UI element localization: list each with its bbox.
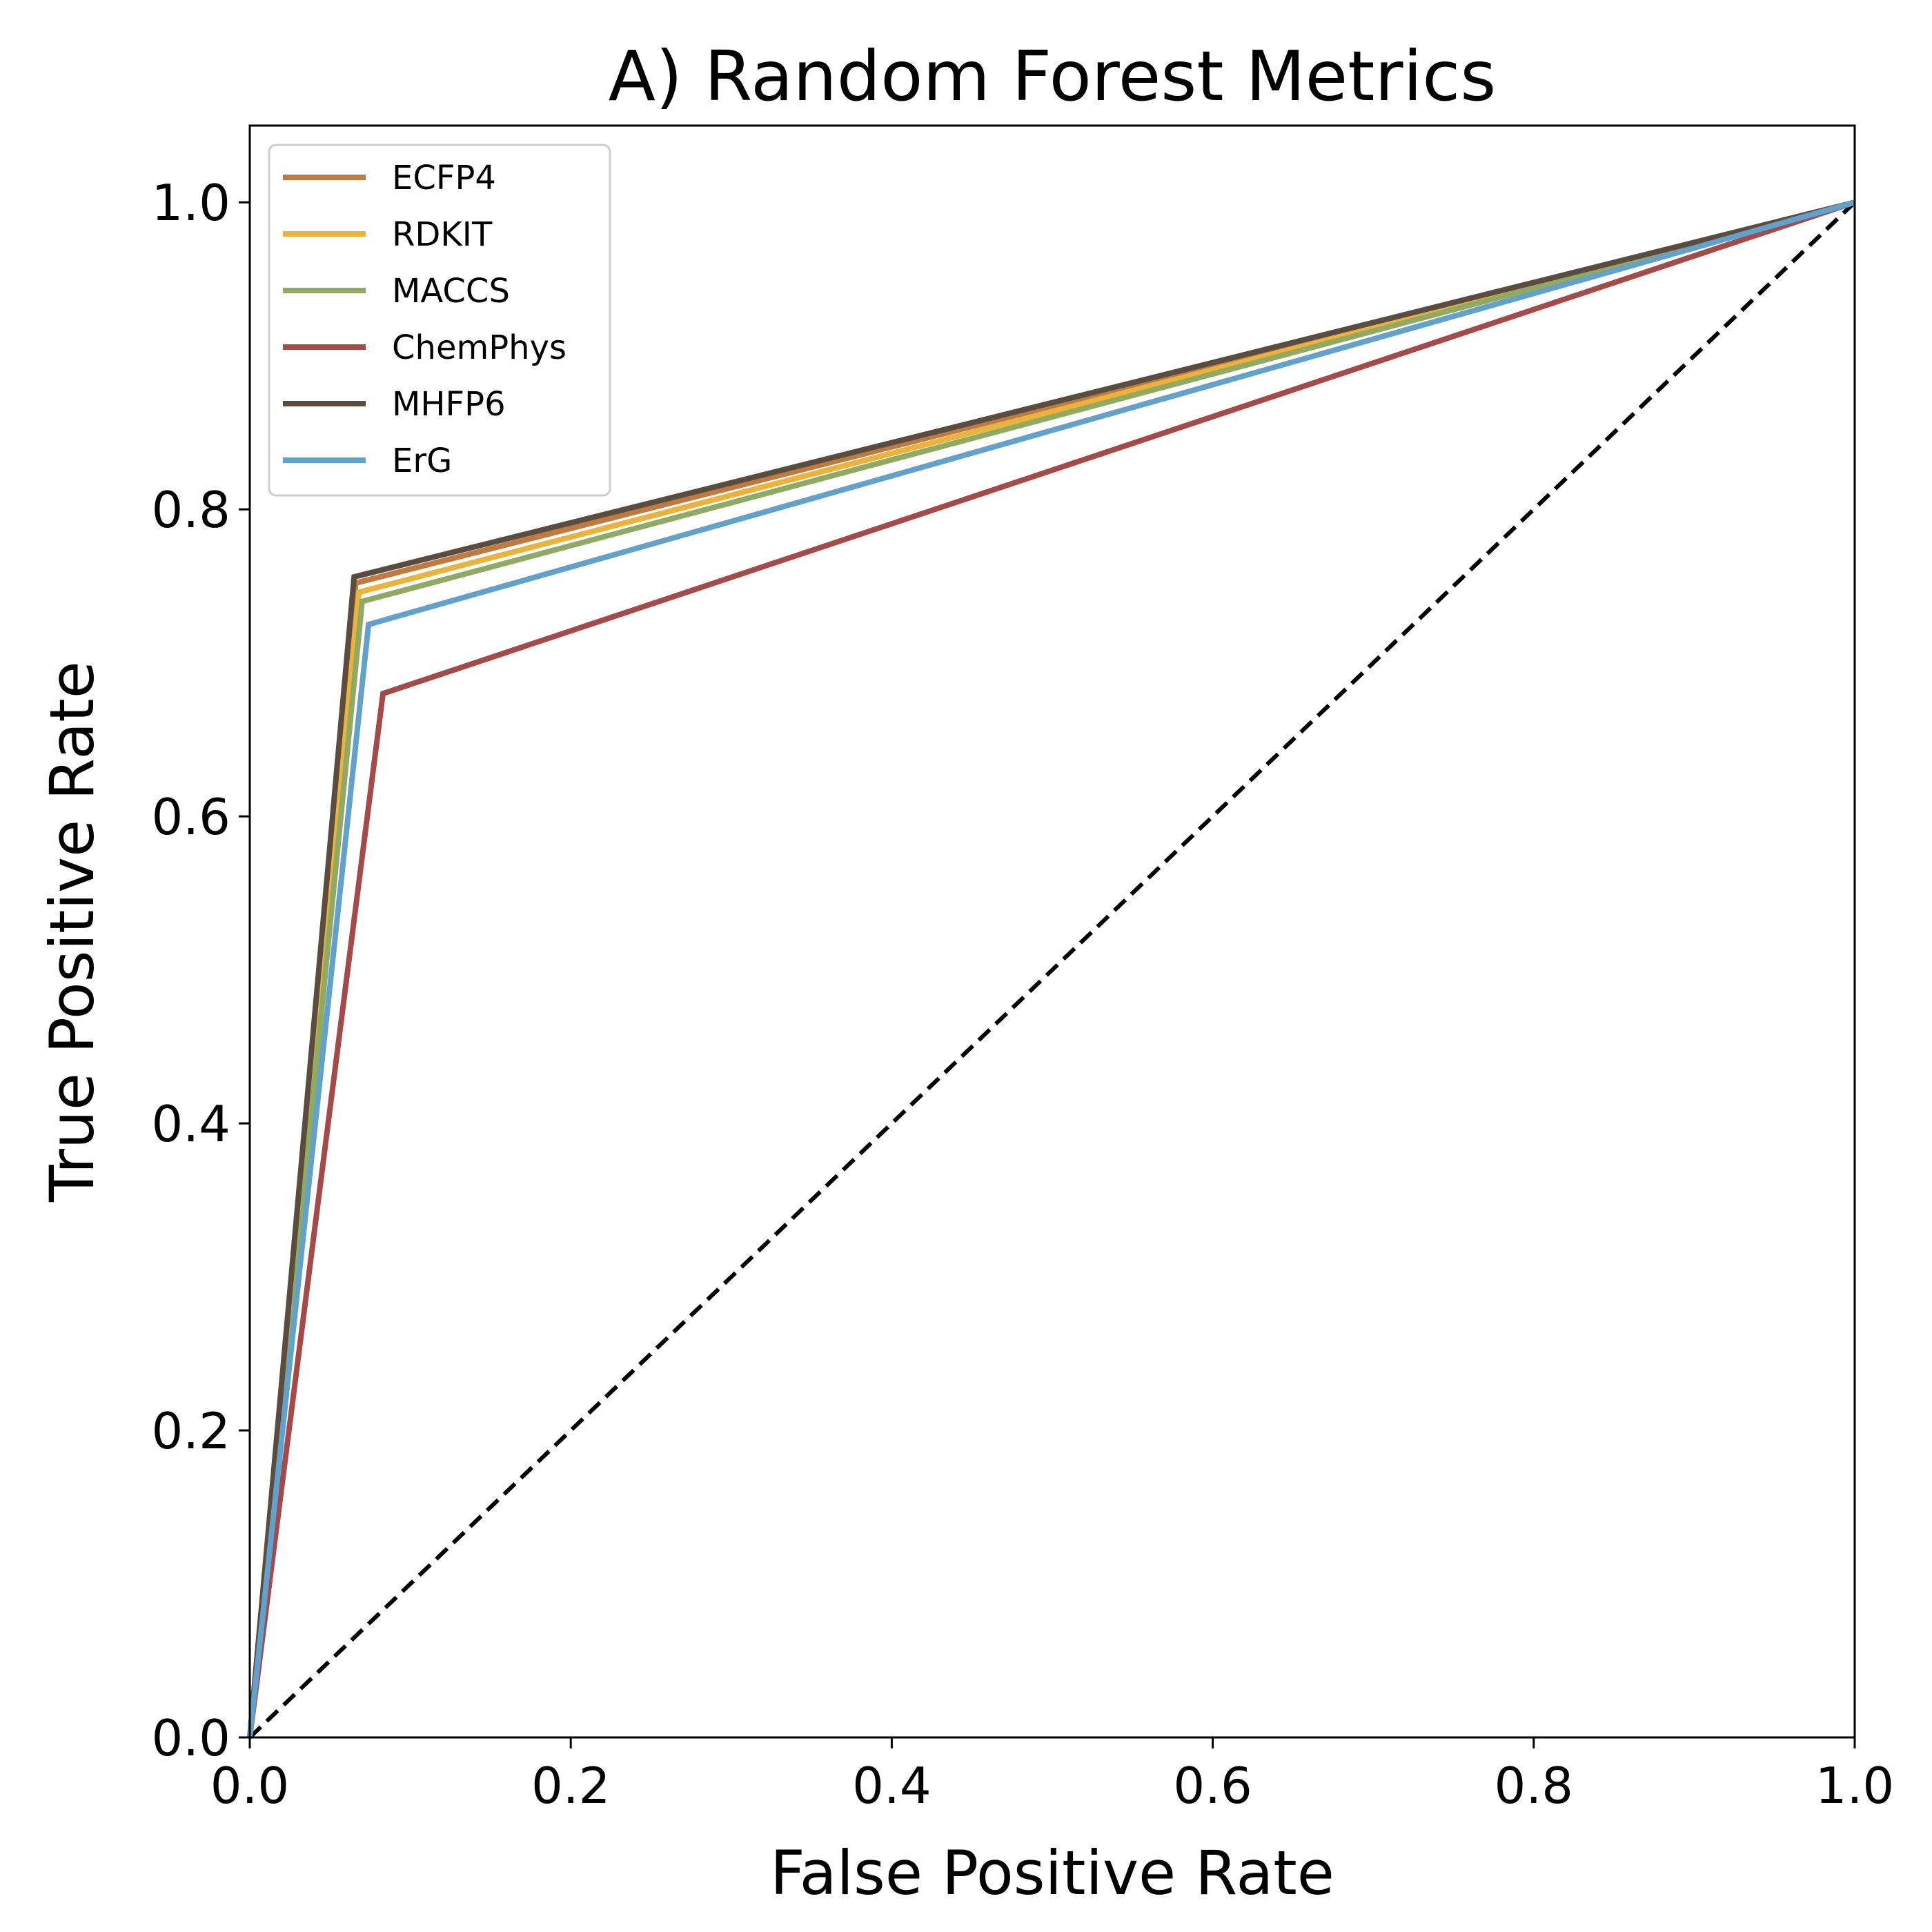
y-axis: 0.0 0.2 0.4 0.6 0.8 1.0 — [151, 174, 250, 1767]
plot-frame — [248, 124, 1856, 1739]
x-axis: 0.0 0.2 0.4 0.6 0.8 1.0 — [210, 1737, 1895, 1815]
y-tick-label: 0.8 — [151, 481, 230, 539]
y-axis-label: True Positive Rate — [37, 661, 108, 1203]
x-tick-label: 0.2 — [531, 1757, 611, 1815]
x-tick-label: 0.0 — [210, 1757, 290, 1815]
series-line-erg — [247, 199, 1856, 1738]
series-line-maccs — [247, 199, 1856, 1738]
legend-label-maccs: MACCS — [392, 272, 510, 310]
series-layer — [247, 199, 1856, 1738]
reference-layer — [248, 201, 1857, 1739]
y-tick-label: 0.4 — [151, 1095, 230, 1153]
chart-title: A) Random Forest Metrics — [609, 36, 1497, 117]
series-line-mhfp6 — [247, 199, 1855, 1738]
x-tick-label: 1.0 — [1815, 1757, 1895, 1815]
y-tick-label: 0.6 — [151, 788, 230, 846]
x-tick-label: 0.8 — [1495, 1757, 1574, 1815]
legend-label-mhfp6: MHFP6 — [392, 385, 506, 424]
legend-label-rdkit: RDKIT — [392, 215, 493, 254]
x-tick-label: 0.6 — [1173, 1757, 1252, 1815]
y-tick-label: 0.2 — [151, 1402, 230, 1460]
legend: ECFP4 RDKIT MACCS ChemPhys MHFP6 ErG — [268, 144, 611, 497]
x-axis-label: False Positive Rate — [770, 1837, 1334, 1909]
y-tick-label: 0.0 — [151, 1709, 230, 1767]
legend-label-chemphys: ChemPhys — [392, 328, 566, 367]
legend-label-ecfp4: ECFP4 — [392, 159, 496, 197]
legend-label-erg: ErG — [392, 442, 452, 480]
diagonal-reference-line — [248, 201, 1857, 1739]
series-line-chemphys — [247, 199, 1856, 1738]
x-tick-label: 0.4 — [852, 1757, 931, 1815]
y-tick-label: 1.0 — [151, 174, 230, 232]
